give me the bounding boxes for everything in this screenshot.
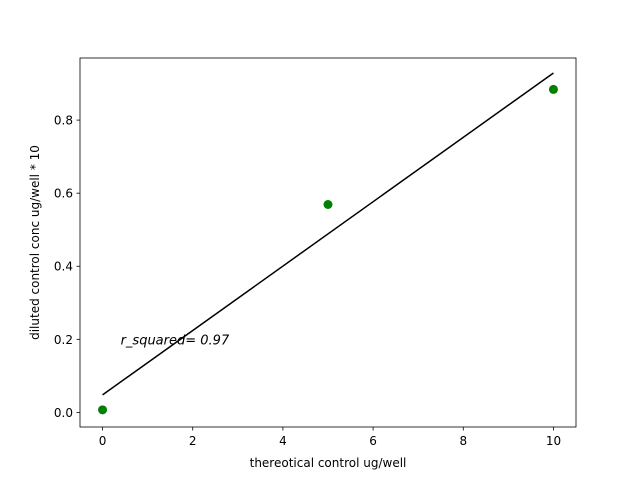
x-tick-label: 4 [279, 434, 287, 448]
y-tick-label: 0.6 [54, 187, 73, 201]
data-point [323, 200, 333, 210]
x-tick-label: 6 [369, 434, 377, 448]
x-tick-label: 0 [99, 434, 107, 448]
plot-frame [79, 57, 577, 428]
data-point [548, 84, 558, 94]
x-axis-label: thereotical control ug/well [250, 456, 407, 470]
x-tick-label: 2 [189, 434, 197, 448]
r-squared-annotation: r_squared= 0.97 [121, 333, 230, 348]
data-point [98, 405, 108, 415]
fit-line [102, 72, 554, 396]
x-tick-label: 8 [459, 434, 467, 448]
chart-annotations: r_squared= 0.97 [121, 333, 230, 348]
y-axis-ticks: 0.0 0.2 0.4 0.6 0.8 [54, 114, 80, 420]
plot-area [80, 58, 576, 427]
chart-marks [98, 72, 558, 415]
y-tick-label: 0.2 [54, 333, 73, 347]
x-axis-ticks: 0 2 4 6 8 10 [99, 427, 561, 448]
y-tick-label: 0.0 [54, 406, 73, 420]
y-tick-label: 0.4 [54, 260, 73, 274]
y-tick-label: 0.8 [54, 114, 73, 128]
x-tick-label: 10 [546, 434, 561, 448]
y-axis-label: diluted control conc ug/well * 10 [28, 145, 42, 340]
